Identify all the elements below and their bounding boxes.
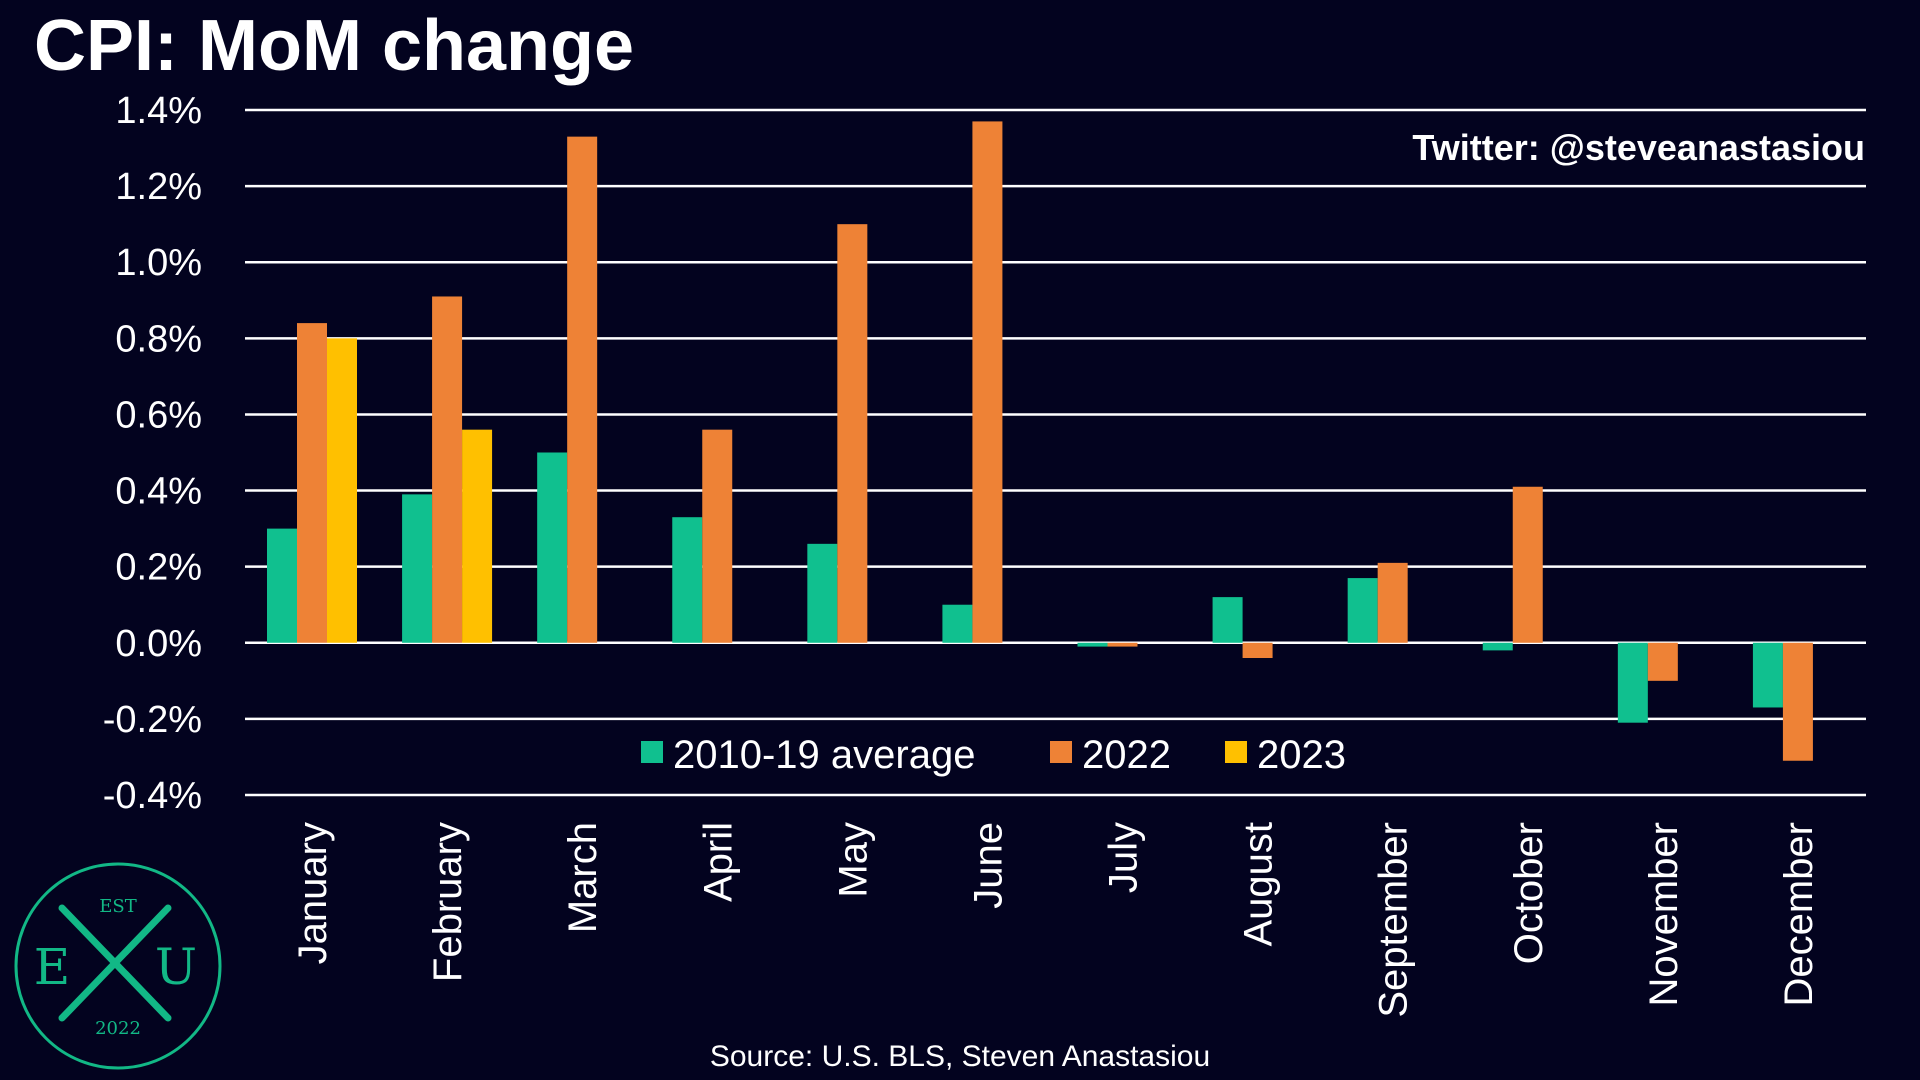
month-label: November xyxy=(1642,822,1686,1007)
bar-february-2010-19-average xyxy=(402,494,433,643)
twitter-annotation: Twitter: @steveanastasiou xyxy=(1412,127,1865,168)
logo-cross-stroke-b xyxy=(58,904,172,1022)
y-tick-label: 0.2% xyxy=(115,547,202,589)
logo-letter-e: E xyxy=(34,938,71,996)
month-label: September xyxy=(1372,822,1416,1018)
y-tick-label: -0.4% xyxy=(103,775,202,817)
bar-october-2022 xyxy=(1512,486,1543,643)
bar-march-2010-19-average xyxy=(537,452,568,643)
month-label: August xyxy=(1237,822,1281,947)
legend-swatch xyxy=(641,741,663,763)
page-title: CPI: MoM change xyxy=(34,6,635,86)
y-tick-label: -0.2% xyxy=(103,699,202,741)
bar-april-2010-19-average xyxy=(672,517,703,643)
legend-label: 2022 xyxy=(1082,733,1171,777)
bar-february-2023 xyxy=(462,429,493,643)
legend-label: 2023 xyxy=(1257,733,1346,777)
logo-year-text: 2022 xyxy=(95,1018,141,1039)
source-note: Source: U.S. BLS, Steven Anastasiou xyxy=(710,1040,1210,1073)
bars xyxy=(267,121,1813,761)
x-axis-tick-labels: January February March April May June July Augu… xyxy=(291,822,1821,1018)
legend-swatch xyxy=(1225,741,1247,763)
month-label: February xyxy=(426,822,470,982)
bar-august-2010-19-average xyxy=(1212,597,1243,643)
legend-label: 2010-19 average xyxy=(673,733,975,777)
bar-january-2010-19-average xyxy=(267,528,297,643)
month-label: December xyxy=(1777,822,1821,1007)
bar-august-2022 xyxy=(1242,642,1273,658)
y-tick-label: 0.4% xyxy=(115,471,202,513)
bar-october-2010-19-average xyxy=(1482,642,1513,651)
bar-may-2022 xyxy=(837,224,868,643)
logo-letter-u: U xyxy=(155,938,197,996)
month-label: June xyxy=(966,822,1010,909)
bar-march-2022 xyxy=(567,136,598,643)
legend-swatch xyxy=(1050,741,1072,763)
bar-july-2010-19-average xyxy=(1077,642,1108,647)
bar-january-2022 xyxy=(297,323,327,643)
legend: 2010-19 average 2022 2023 xyxy=(641,733,1346,777)
bar-june-2010-19-average xyxy=(942,604,973,643)
bar-april-2022 xyxy=(702,429,733,643)
y-tick-label: 1.4% xyxy=(115,90,202,132)
y-tick-label: 0.0% xyxy=(115,623,202,665)
bar-november-2022 xyxy=(1647,642,1678,681)
bar-january-2023 xyxy=(327,338,357,643)
month-label: April xyxy=(696,822,740,902)
bar-december-2010-19-average xyxy=(1752,642,1783,708)
exu-logo: EST E U 2022 xyxy=(14,862,222,1070)
y-tick-label: 1.2% xyxy=(115,166,202,208)
month-label: March xyxy=(561,822,605,933)
logo-ring xyxy=(14,862,222,1070)
gridlines xyxy=(245,108,1866,797)
bar-september-2010-19-average xyxy=(1347,578,1378,643)
month-label: October xyxy=(1507,822,1551,964)
bar-february-2022 xyxy=(432,296,463,643)
logo-est-text: EST xyxy=(99,896,136,917)
bar-july-2022 xyxy=(1107,642,1138,647)
y-axis-tick-labels: 1.4% 1.2% 1.0% 0.8% 0.6% 0.4% 0.2% 0.0% -0.2% -0.… xyxy=(103,90,202,817)
y-tick-label: 0.6% xyxy=(115,394,202,436)
bar-november-2010-19-average xyxy=(1617,642,1648,723)
bar-june-2022 xyxy=(972,121,1003,643)
bar-may-2010-19-average xyxy=(807,543,838,643)
bar-september-2022 xyxy=(1377,562,1408,643)
month-label: July xyxy=(1102,822,1146,893)
y-tick-label: 1.0% xyxy=(115,242,202,284)
month-label: January xyxy=(291,822,335,964)
bar-december-2022 xyxy=(1782,642,1813,761)
month-label: May xyxy=(831,822,875,898)
y-tick-label: 0.8% xyxy=(115,318,202,360)
